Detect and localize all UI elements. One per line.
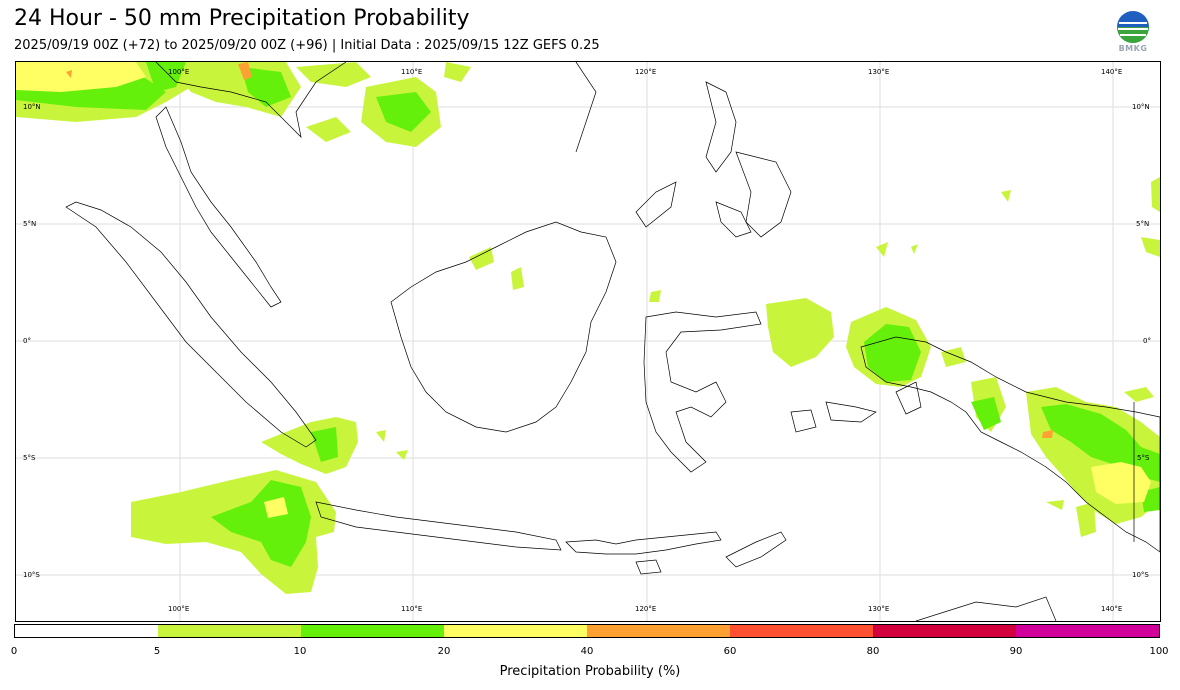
colorbar-segment [730, 625, 873, 637]
colorbar-segment [1016, 625, 1159, 637]
lon-label-top: 130°E [868, 68, 890, 76]
colorbar-tick-label: 5 [153, 646, 161, 657]
colorbar-tick-label: 10 [293, 646, 307, 657]
colorbar-tick-label: 80 [866, 646, 880, 657]
map-panel[interactable]: 100°E 110°E 120°E 130°E 140°E 100°E 110°… [15, 61, 1161, 622]
colorbar-segment [444, 625, 587, 637]
lon-label-bottom: 120°E [635, 605, 657, 613]
lat-label-right: 5°N [1136, 220, 1150, 228]
lat-label-left: 5°S [23, 454, 36, 462]
lat-label-right: 10°S [1132, 571, 1149, 579]
bmkg-logo-icon [1117, 11, 1149, 43]
colorbar-segment [158, 625, 301, 637]
lat-label-left: 0° [23, 337, 31, 345]
page-subtitle: 2025/09/19 00Z (+72) to 2025/09/20 00Z (… [14, 38, 600, 53]
probability-20-40 [16, 62, 1151, 518]
lat-label-right: 5°S [1137, 454, 1150, 462]
colorbar-segment [873, 625, 1016, 637]
colorbar-tick-label: 100 [1149, 646, 1169, 657]
lon-label-top: 110°E [401, 68, 423, 76]
colorbar-segment [15, 625, 158, 637]
lon-label-bottom: 130°E [868, 605, 890, 613]
probability-40-60 [66, 62, 1053, 438]
lon-label-bottom: 100°E [168, 605, 190, 613]
lat-label-left: 5°N [23, 220, 37, 228]
lon-label-bottom: 110°E [401, 605, 423, 613]
colorbar-title: Precipitation Probability (%) [499, 664, 681, 679]
lon-label-top: 120°E [635, 68, 657, 76]
lon-label-top: 100°E [168, 68, 190, 76]
colorbar-segment [587, 625, 730, 637]
colorbar-tick-label: 60 [723, 646, 737, 657]
probability-5-10 [16, 62, 1160, 594]
map-canvas [16, 62, 1160, 621]
colorbar-tick-label: 40 [580, 646, 594, 657]
colorbar-tick-label: 90 [1009, 646, 1023, 657]
colorbar-tick-label: 0 [10, 646, 18, 657]
colorbar-segment [301, 625, 444, 637]
colorbar [14, 624, 1160, 638]
colorbar-tick-label: 20 [437, 646, 451, 657]
page-title: 24 Hour - 50 mm Precipitation Probabilit… [14, 6, 470, 31]
lat-label-left: 10°N [23, 103, 41, 111]
lat-label-right: 10°N [1132, 103, 1150, 111]
logo-text: BMKG [1118, 44, 1148, 53]
lat-label-right: 0° [1143, 337, 1151, 345]
lon-label-top: 140°E [1101, 68, 1123, 76]
coastlines [65, 62, 1160, 621]
lat-label-left: 10°S [23, 571, 40, 579]
lon-label-bottom: 140°E [1101, 605, 1123, 613]
